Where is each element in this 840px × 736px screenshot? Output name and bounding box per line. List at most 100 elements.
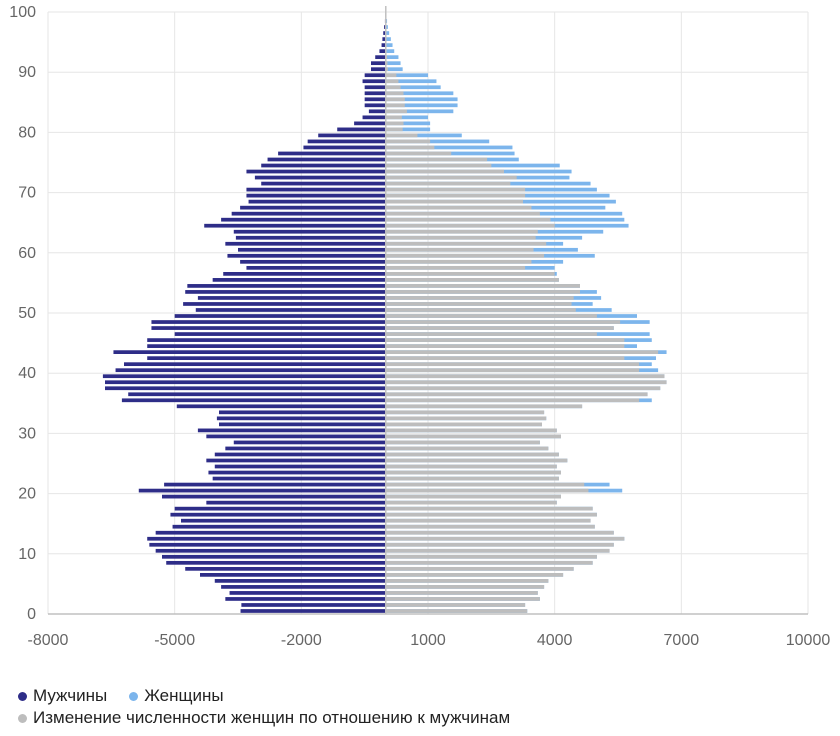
bar-diff xyxy=(385,79,399,84)
bar-men xyxy=(115,368,386,373)
bar-diff xyxy=(385,284,580,288)
bar-diff xyxy=(385,175,517,180)
bar-men xyxy=(174,314,386,318)
bar-men xyxy=(105,386,386,391)
bar-diff xyxy=(385,512,597,517)
bar-women xyxy=(385,139,490,144)
bar-diff xyxy=(385,272,555,276)
bar-diff xyxy=(385,416,547,421)
y-tick-label: 90 xyxy=(18,64,36,81)
bar-diff xyxy=(385,133,418,138)
bar-diff xyxy=(385,247,534,252)
bar-men xyxy=(384,25,386,29)
bar-men xyxy=(219,410,386,415)
bar-men xyxy=(382,37,386,41)
bar-men xyxy=(240,259,386,264)
bar-diff xyxy=(385,115,402,120)
legend-item-women[interactable]: Женщины xyxy=(129,686,224,706)
bar-men xyxy=(371,61,386,66)
bar-diff xyxy=(385,205,532,210)
bar-women xyxy=(385,103,458,108)
bar-men xyxy=(170,512,386,517)
bar-men xyxy=(147,356,386,361)
legend-marker-women xyxy=(129,691,139,701)
x-tick-label: 4000 xyxy=(537,632,573,649)
bar-diff xyxy=(385,494,561,499)
bar-men xyxy=(381,43,386,47)
bar-diff xyxy=(385,296,574,300)
bar-men xyxy=(225,597,386,601)
x-tick-label: 1000 xyxy=(410,632,446,649)
bar-diff xyxy=(385,235,536,240)
bar-diff xyxy=(385,579,549,583)
bar-men xyxy=(183,302,386,306)
bar-diff xyxy=(385,265,526,270)
bar-men xyxy=(172,524,386,529)
bar-men xyxy=(225,241,386,246)
bar-diff xyxy=(385,518,591,523)
bar-men xyxy=(233,440,386,445)
bar-diff xyxy=(385,530,614,535)
bar-diff xyxy=(385,585,545,589)
bar-men xyxy=(155,530,386,535)
bar-diff xyxy=(385,573,564,577)
bar-diff xyxy=(385,253,545,258)
bar-men xyxy=(225,446,386,451)
bar-diff xyxy=(385,566,574,571)
bar-women xyxy=(385,49,395,53)
bar-men xyxy=(138,488,386,493)
bar-men xyxy=(248,199,386,204)
bar-diff xyxy=(385,308,576,312)
bar-women xyxy=(385,31,390,35)
y-tick-label: 80 xyxy=(18,124,36,141)
bar-diff xyxy=(385,542,614,547)
bar-men xyxy=(221,585,386,589)
bar-diff xyxy=(385,398,640,403)
bar-men xyxy=(383,31,386,35)
bar-diff xyxy=(385,488,589,493)
bar-diff xyxy=(385,434,561,439)
legend-item-men[interactable]: Мужчины xyxy=(18,686,107,706)
bar-diff xyxy=(385,326,614,330)
bar-women xyxy=(385,91,454,96)
bar-men xyxy=(318,133,386,138)
bar-women xyxy=(385,121,431,126)
legend-marker-diff xyxy=(18,713,27,723)
y-tick-label: 20 xyxy=(18,486,36,503)
bar-men xyxy=(371,67,386,72)
bar-diff xyxy=(385,67,388,72)
bar-men xyxy=(162,554,386,559)
bar-men xyxy=(200,573,386,577)
bar-women xyxy=(385,115,428,120)
y-tick-label: 100 xyxy=(9,4,36,21)
bar-men xyxy=(229,591,386,595)
bar-women xyxy=(385,67,403,72)
bar-men xyxy=(241,603,386,607)
bar-diff xyxy=(385,386,661,391)
y-tick-label: 50 xyxy=(18,305,36,322)
bar-diff xyxy=(385,151,452,156)
bar-men xyxy=(151,326,386,330)
legend-row-2: Изменение численности женщин по отношени… xyxy=(18,708,532,728)
bar-diff xyxy=(385,476,559,481)
bar-diff xyxy=(385,109,407,114)
bar-diff xyxy=(385,211,540,216)
bar-women xyxy=(385,37,391,41)
bar-women xyxy=(385,127,431,132)
bar-diff xyxy=(385,217,551,222)
bar-men xyxy=(197,296,386,300)
bar-diff xyxy=(385,193,526,198)
bar-diff xyxy=(385,609,528,613)
bar-men xyxy=(147,536,386,541)
bar-women xyxy=(385,55,399,60)
bar-men xyxy=(187,284,386,288)
population-pyramid-chart: -8000 -5000 -2000 1000 4000 7000 10000 0 10 20 30 4… xyxy=(9,4,831,649)
bar-diff xyxy=(385,157,488,162)
x-tick-label: 10000 xyxy=(786,632,831,649)
bar-diff xyxy=(385,181,511,186)
bar-men xyxy=(375,55,386,60)
legend-item-diff[interactable]: Изменение численности женщин по отношени… xyxy=(18,708,510,728)
bar-diff xyxy=(385,374,665,379)
bar-men xyxy=(151,320,386,324)
bar-men xyxy=(214,579,386,583)
